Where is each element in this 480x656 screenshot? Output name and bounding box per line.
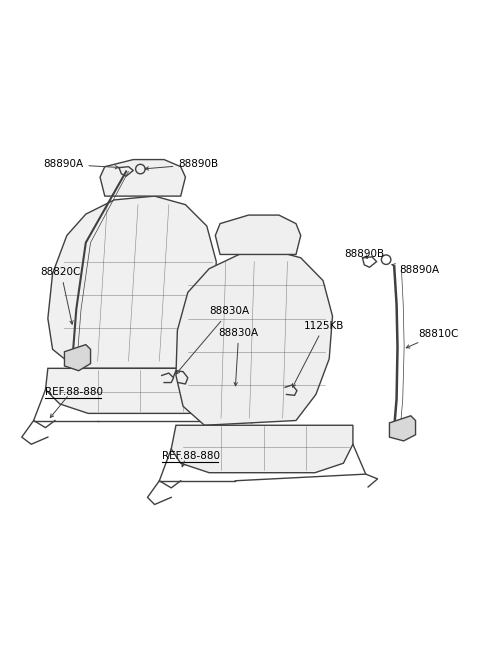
- Text: 88890B: 88890B: [145, 159, 218, 170]
- Text: REF.88-880: REF.88-880: [46, 387, 104, 397]
- Text: 88810C: 88810C: [406, 329, 458, 348]
- Text: 88830A: 88830A: [219, 328, 259, 386]
- Polygon shape: [46, 368, 228, 413]
- Polygon shape: [64, 344, 91, 371]
- Polygon shape: [171, 425, 353, 473]
- Polygon shape: [389, 416, 416, 441]
- Text: 88820C: 88820C: [41, 267, 81, 324]
- Text: 88890B: 88890B: [344, 249, 384, 260]
- Polygon shape: [100, 159, 185, 196]
- Text: 88890A: 88890A: [43, 159, 119, 169]
- Polygon shape: [216, 215, 301, 255]
- Text: 1125KB: 1125KB: [292, 321, 345, 387]
- Text: 88830A: 88830A: [176, 306, 249, 374]
- Text: REF.88-880: REF.88-880: [162, 451, 220, 461]
- Text: 88890A: 88890A: [392, 264, 439, 275]
- Polygon shape: [176, 250, 333, 425]
- Polygon shape: [48, 196, 216, 368]
